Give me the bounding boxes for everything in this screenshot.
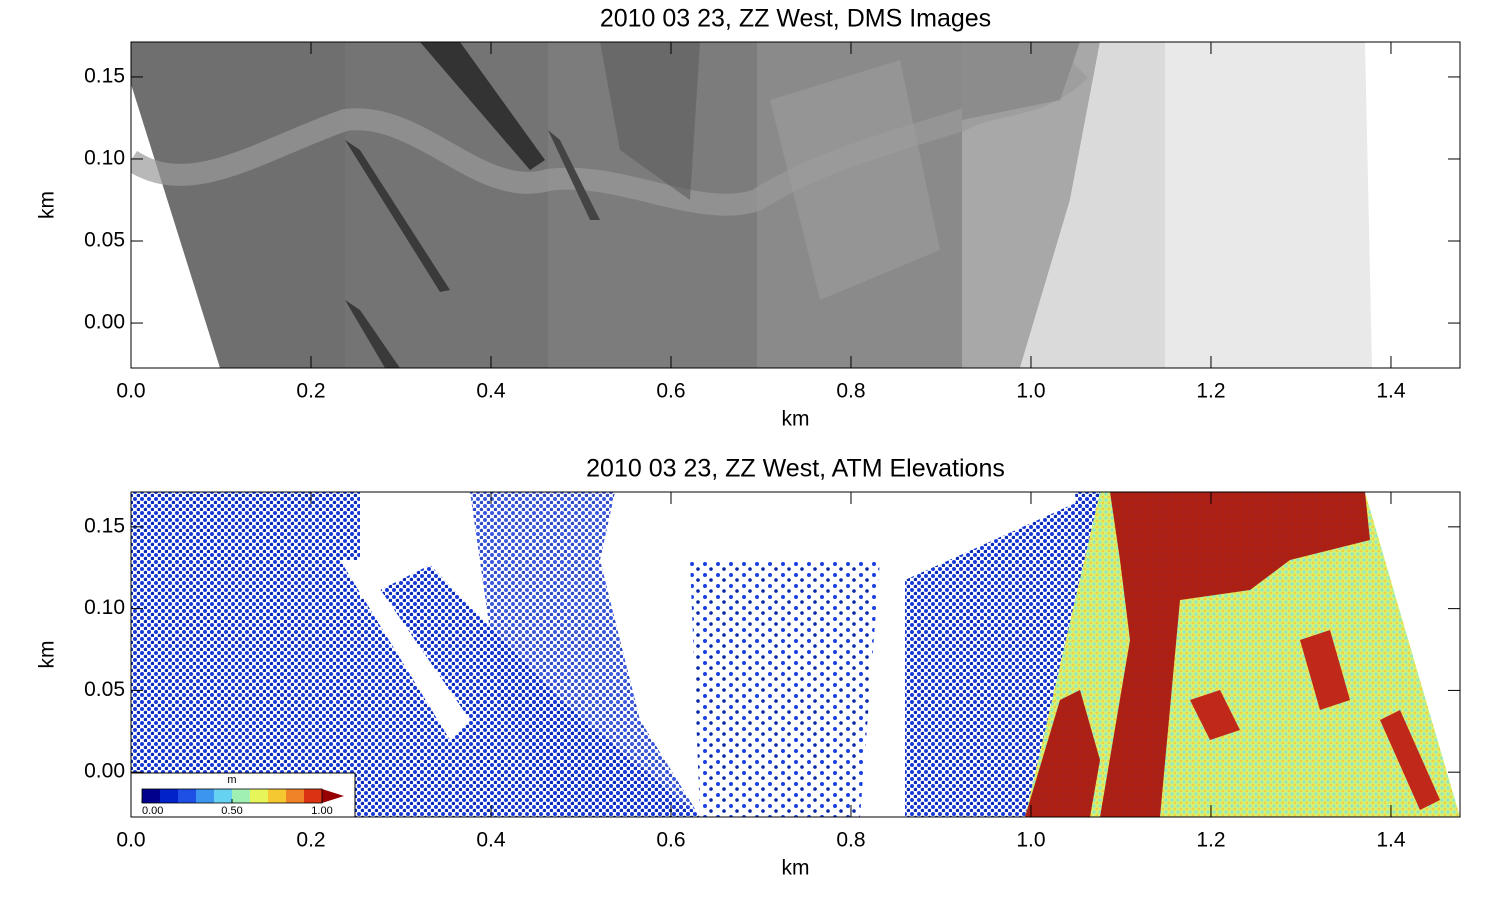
x-tick-label: 1.4 <box>1376 380 1406 403</box>
x-tick-label: 0.8 <box>836 829 865 852</box>
x-tick-label: 1.0 <box>1016 829 1045 852</box>
y-tick-label: 0.05 <box>84 678 125 701</box>
x-tick-label: 1.0 <box>1016 380 1045 403</box>
colorbar-bin <box>178 789 197 803</box>
y-axis-label: km <box>36 641 59 669</box>
y-tick-label: 0.15 <box>84 514 125 537</box>
colorbar-bin <box>196 789 215 803</box>
colorbar-bin <box>142 789 161 803</box>
colorbar-tick-label: 0.50 <box>221 805 242 817</box>
x-tick-label: 0.6 <box>656 380 685 403</box>
x-tick-label: 0.4 <box>476 829 506 852</box>
y-tick-label: 0.00 <box>84 311 125 334</box>
x-tick-label: 0.0 <box>116 829 145 852</box>
chart-title: 2010 03 23, ZZ West, DMS Images <box>600 5 991 33</box>
colorbar-tick-label: 0.00 <box>142 805 163 817</box>
colorbar-bin <box>160 789 179 803</box>
y-tick-label: 0.15 <box>84 64 125 87</box>
y-tick-label: 0.10 <box>84 147 125 170</box>
y-tick-label: 0.00 <box>84 760 125 783</box>
dms-imagery <box>131 42 1372 368</box>
colorbar-bin <box>304 789 323 803</box>
colorbar-overflow <box>322 789 344 803</box>
colorbar-bin <box>214 789 233 803</box>
y-tick-label: 0.10 <box>84 596 125 619</box>
x-tick-label: 0.8 <box>836 380 865 403</box>
atm-point-cloud <box>131 492 1460 817</box>
x-tick-label: 0.2 <box>296 829 325 852</box>
x-tick-label: 0.6 <box>656 829 685 852</box>
colorbar-bin <box>250 789 269 803</box>
x-tick-label: 1.2 <box>1196 380 1225 403</box>
colorbar-tick-label: 1.00 <box>311 805 332 817</box>
x-axis-label: km <box>782 857 810 880</box>
x-tick-label: 0.2 <box>296 380 325 403</box>
y-axis-label: km <box>36 191 59 219</box>
plot-frame <box>130 41 1461 369</box>
x-axis-label: km <box>782 408 810 431</box>
y-tick-label: 0.05 <box>84 229 125 252</box>
chart-title: 2010 03 23, ZZ West, ATM Elevations <box>586 455 1005 483</box>
x-tick-label: 0.0 <box>116 380 145 403</box>
colorbar-bin <box>268 789 287 803</box>
plot-frame <box>130 491 1461 818</box>
x-tick-label: 1.4 <box>1376 829 1406 852</box>
colorbar-bin <box>286 789 305 803</box>
colorbar-bin <box>232 789 251 803</box>
colorbar-label: m <box>227 774 236 786</box>
x-tick-label: 1.2 <box>1196 829 1225 852</box>
x-tick-label: 0.4 <box>476 380 506 403</box>
